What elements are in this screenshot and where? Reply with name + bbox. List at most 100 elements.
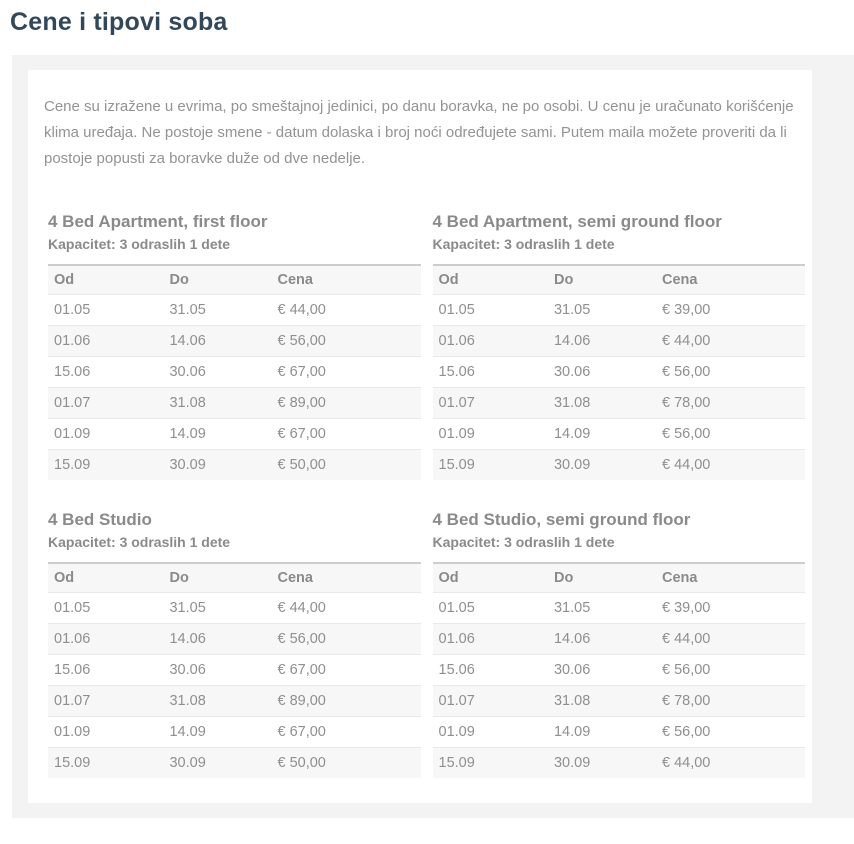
table-row: 01.09 14.09 € 67,00: [48, 418, 421, 450]
date-from-cell: 15.06: [48, 356, 164, 388]
date-from-cell: 01.05: [48, 294, 164, 326]
price-table: Od Do Cena 01.05 31.05 € 39,00 01.06 14.06 €…: [432, 263, 805, 480]
table-header-row: Od Do Cena: [432, 563, 805, 594]
date-from-cell: 01.09: [48, 418, 164, 450]
price-cell: € 56,00: [271, 325, 421, 357]
price-cell: € 56,00: [655, 654, 805, 687]
room-type-title: 4 Bed Apartment, semi ground floor: [432, 211, 722, 231]
table-row: 01.05 31.05 € 44,00: [48, 294, 421, 326]
date-to-cell: 31.08: [547, 387, 656, 419]
price-cell: € 56,00: [271, 623, 421, 656]
price-cell: € 56,00: [655, 418, 805, 450]
date-to-cell: 14.06: [547, 623, 656, 656]
column-header-cena: Cena: [655, 563, 805, 594]
date-from-cell: 15.09: [54, 456, 91, 473]
price-cell: € 89,00: [271, 387, 421, 419]
column-header-cena: Cena: [271, 264, 421, 295]
date-to-cell: 31.05: [547, 294, 656, 326]
date-from-cell: 01.05: [432, 592, 548, 625]
room-type-title: 4 Bed Apartment, first floor: [48, 211, 268, 231]
room-type-section-apartment-first-floor: 4 Bed Apartment, first floor Kapacitet: …: [48, 212, 421, 480]
table-row: 01.07 31.08 € 89,00: [48, 387, 421, 419]
date-from-cell: 15.09: [438, 755, 475, 772]
table-header-row: Od Do Cena: [48, 264, 421, 295]
table-row: 01.06 14.06 € 44,00: [432, 325, 805, 357]
room-type-grid: 4 Bed Apartment, first floor Kapacitet: …: [48, 211, 805, 779]
table-row: 01.09 14.09 € 56,00: [432, 418, 805, 450]
price-cell: € 44,00: [661, 456, 711, 473]
column-header-od: Od: [432, 264, 548, 295]
date-from-cell: 01.06: [432, 623, 548, 656]
price-cell: € 89,00: [271, 685, 421, 718]
table-row: 15.06 30.06 € 67,00: [48, 356, 421, 388]
price-cell: € 50,00: [277, 456, 326, 473]
date-to-cell: 30.06: [163, 654, 272, 687]
date-from-cell: 15.06: [432, 654, 548, 687]
date-to-cell: 31.08: [163, 387, 272, 419]
table-header-row: Od Do Cena: [432, 264, 805, 295]
date-from-cell: 01.05: [432, 294, 548, 326]
date-from-cell: 15.09: [438, 456, 475, 473]
column-header-cena: Cena: [655, 264, 805, 295]
intro-paragraph: Cene su izražene u evrima, po smeštajnoj…: [44, 97, 794, 167]
column-header-od: Od: [48, 563, 164, 594]
date-from-cell: 01.09: [48, 716, 164, 749]
price-cell: € 44,00: [661, 755, 711, 772]
page-title: Cene i tipovi soba: [10, 8, 228, 36]
date-to-cell: 30.09: [553, 456, 591, 473]
table-row: 01.09 14.09 € 67,00: [48, 716, 421, 749]
date-from-cell: 01.07: [432, 387, 548, 419]
room-type-section-studio-semi-ground: 4 Bed Studio, semi ground floor Kapacite…: [432, 509, 805, 779]
column-header-od: Od: [48, 264, 164, 295]
price-cell: € 67,00: [271, 716, 421, 749]
column-header-od: Od: [432, 563, 548, 594]
table-row: 01.06 14.06 € 56,00: [48, 623, 421, 656]
date-from-cell: 15.06: [48, 654, 164, 687]
date-to-cell: 30.09: [553, 755, 591, 772]
column-header-do: Do: [163, 264, 272, 295]
room-type-capacity: Kapacitet: 3 odraslih 1 dete: [48, 236, 231, 253]
table-row: 01.07 31.08 € 89,00: [48, 685, 421, 718]
date-to-cell: 30.06: [547, 654, 656, 687]
room-type-capacity: Kapacitet: 3 odraslih 1 dete: [48, 534, 231, 551]
room-type-section-apartment-semi-ground: 4 Bed Apartment, semi ground floor Kapac…: [432, 211, 805, 480]
table-row: 01.06 14.06 € 56,00: [48, 325, 421, 357]
room-type-title: 4 Bed Studio, semi ground floor: [432, 509, 691, 529]
date-to-cell: 14.09: [163, 418, 272, 450]
date-from-cell: 01.09: [432, 418, 548, 450]
table-row: 15.06 30.06 € 56,00: [432, 356, 805, 388]
date-from-cell: 01.06: [48, 325, 164, 357]
price-cell: € 39,00: [655, 294, 805, 326]
price-cell: € 56,00: [655, 356, 805, 388]
column-header-do: Do: [163, 563, 272, 594]
price-cell: € 67,00: [271, 654, 421, 687]
date-to-cell: 31.05: [547, 592, 656, 625]
room-type-capacity: Kapacitet: 3 odraslih 1 dete: [432, 534, 615, 551]
table-row: 15.09 30.09 € 44,00: [432, 449, 805, 480]
date-from-cell: 15.06: [432, 356, 548, 388]
content-panel: Cene su izražene u evrima, po smeštajnoj…: [12, 54, 854, 818]
price-cell: € 56,00: [655, 716, 805, 749]
date-to-cell: 14.06: [163, 623, 272, 656]
price-cell: € 44,00: [655, 623, 805, 656]
date-to-cell: 31.05: [163, 592, 272, 625]
column-header-do: Do: [547, 563, 656, 594]
table-row: 01.09 14.09 € 56,00: [432, 716, 805, 749]
price-cell: € 78,00: [655, 685, 805, 718]
room-type-title: 4 Bed Studio: [48, 509, 152, 529]
price-cell: € 67,00: [271, 356, 421, 388]
date-to-cell: 14.06: [163, 325, 272, 357]
date-to-cell: 14.06: [547, 325, 656, 357]
date-to-cell: 30.09: [169, 456, 206, 473]
date-from-cell: 01.07: [432, 685, 548, 718]
date-to-cell: 31.08: [163, 685, 272, 718]
date-to-cell: 31.08: [547, 685, 656, 718]
table-row: 15.09 30.09 € 44,00: [432, 747, 805, 779]
table-row: 01.05 31.05 € 39,00: [432, 592, 805, 625]
date-from-cell: 01.05: [48, 592, 164, 625]
date-to-cell: 30.06: [163, 356, 272, 388]
table-row: 15.06 30.06 € 56,00: [432, 654, 805, 687]
date-from-cell: 15.09: [54, 755, 91, 772]
date-from-cell: 01.06: [432, 325, 548, 357]
table-row: 15.06 30.06 € 67,00: [48, 654, 421, 687]
